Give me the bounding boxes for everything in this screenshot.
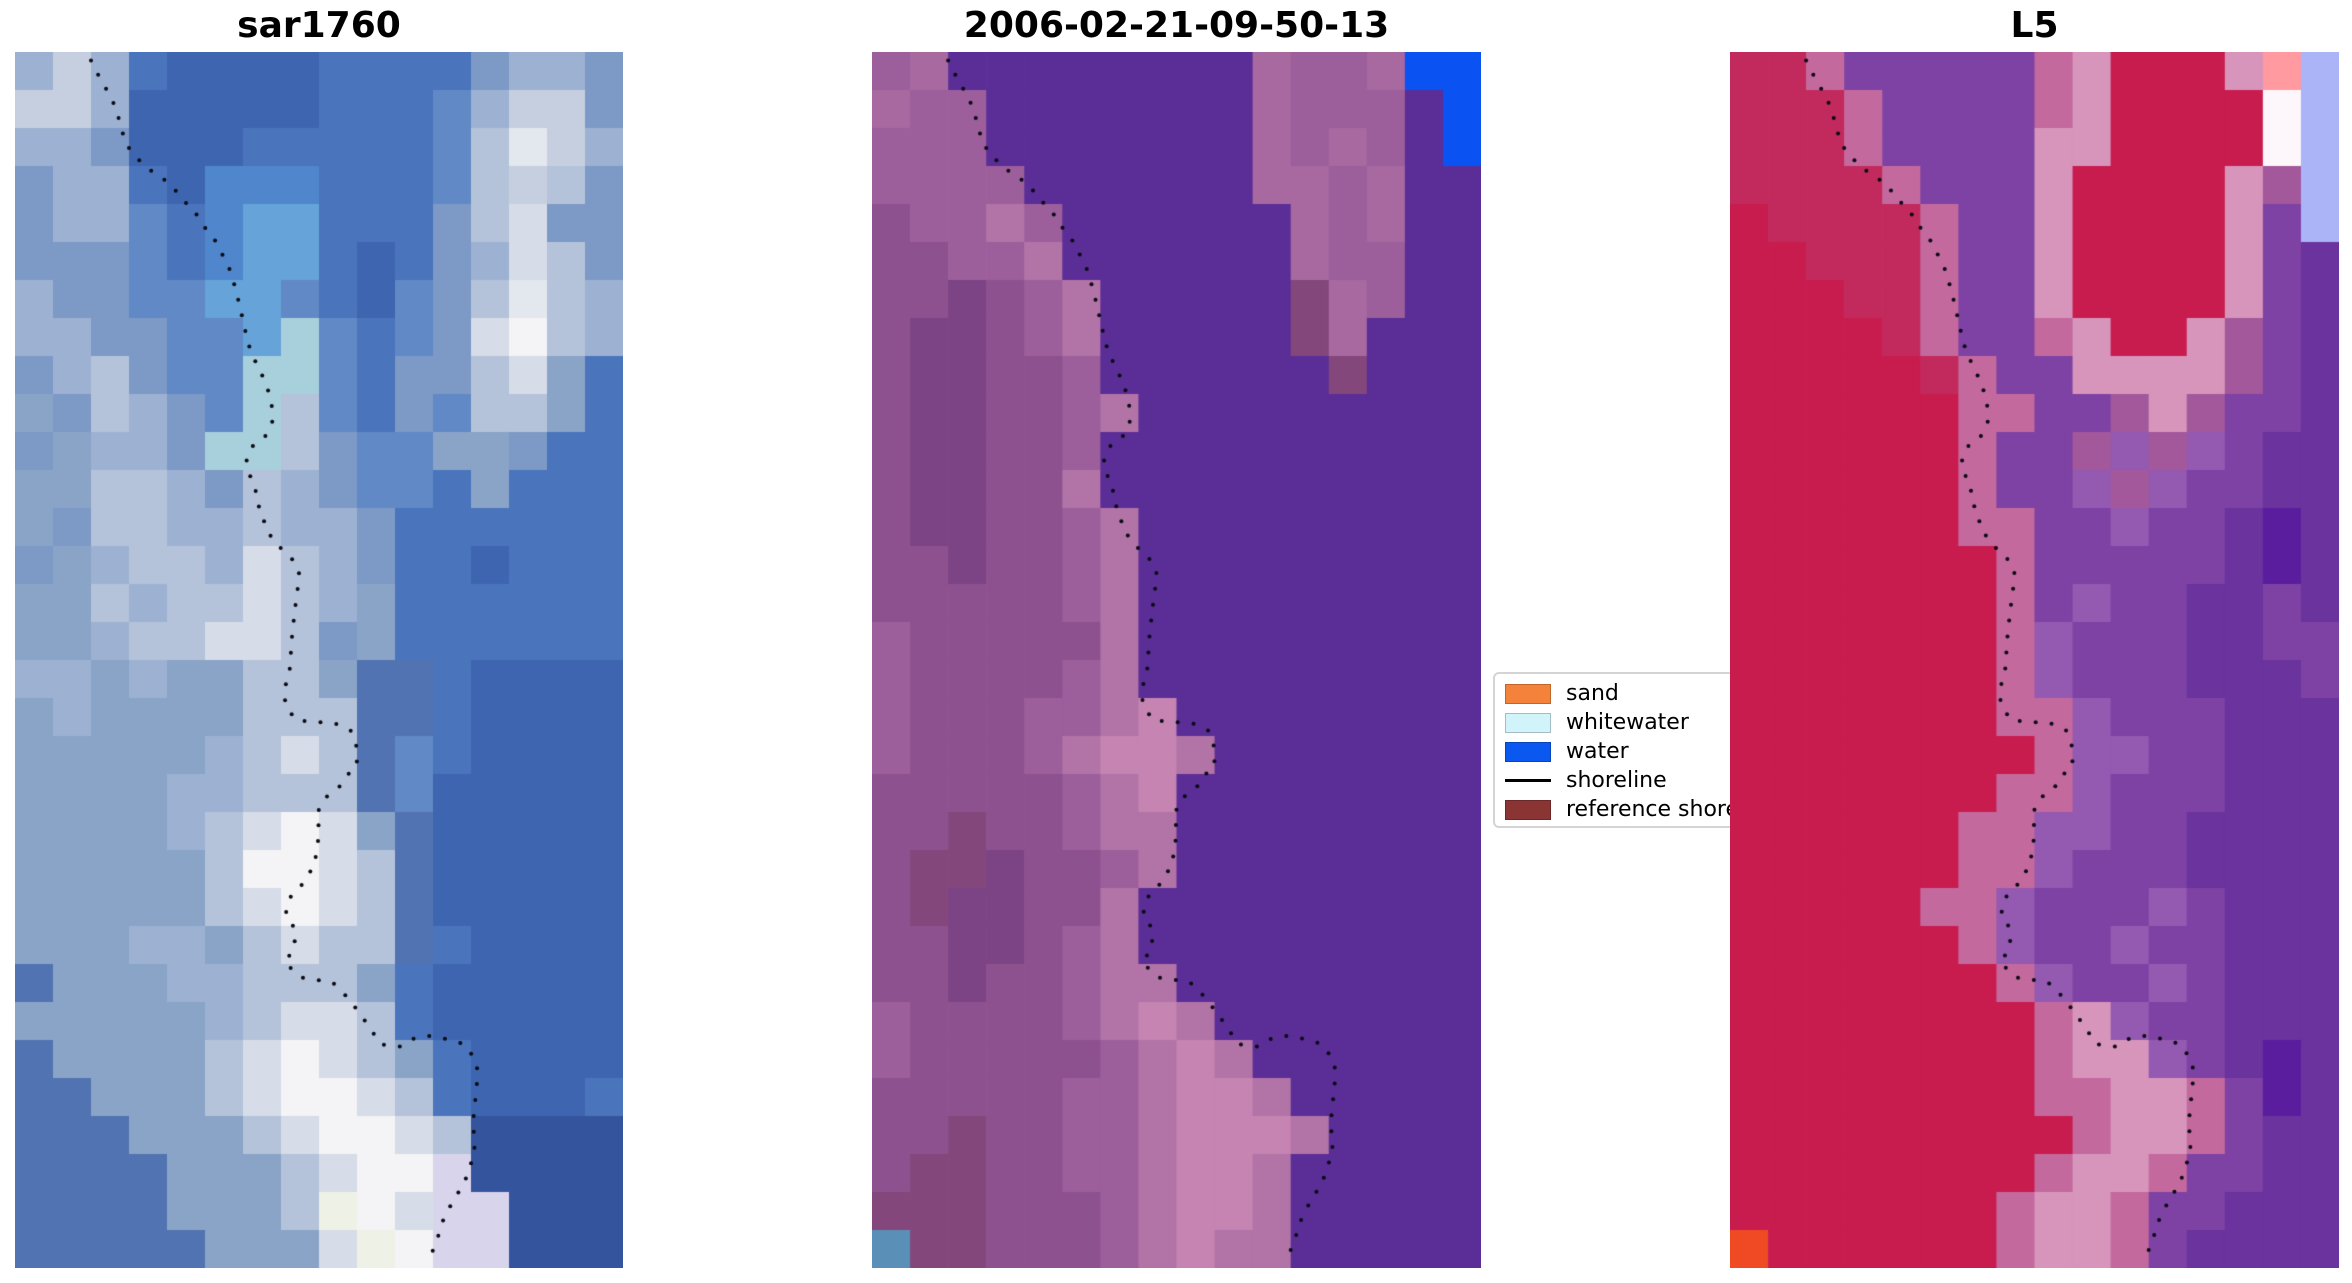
legend-label: shoreline <box>1566 768 1667 793</box>
legend-item-sand: sand <box>1505 679 1791 708</box>
legend-swatch-water-icon <box>1505 741 1551 762</box>
legend-label: whitewater <box>1566 710 1689 735</box>
panel-image-classification <box>872 52 1481 1268</box>
legend-item-whitewater: whitewater <box>1505 708 1791 737</box>
legend-item-water: water <box>1505 737 1791 766</box>
panel-title-l5: L5 <box>2010 5 2059 46</box>
panel-title-date: 2006-02-21-09-50-13 <box>963 5 1390 46</box>
legend-label: sand <box>1566 681 1619 706</box>
legend-swatch-shoreline-icon <box>1505 779 1551 782</box>
panel-image-sar1760 <box>15 52 623 1268</box>
panel-title-sar1760: sar1760 <box>237 5 401 46</box>
legend-item-shoreline: shoreline <box>1505 766 1791 795</box>
legend-swatch-sand-icon <box>1505 683 1551 704</box>
legend-swatch-reference-shoreline-icon <box>1505 799 1551 820</box>
legend-label: water <box>1566 739 1629 764</box>
legend-swatch-whitewater-icon <box>1505 712 1551 733</box>
panel-image-l5 <box>1730 52 2339 1268</box>
